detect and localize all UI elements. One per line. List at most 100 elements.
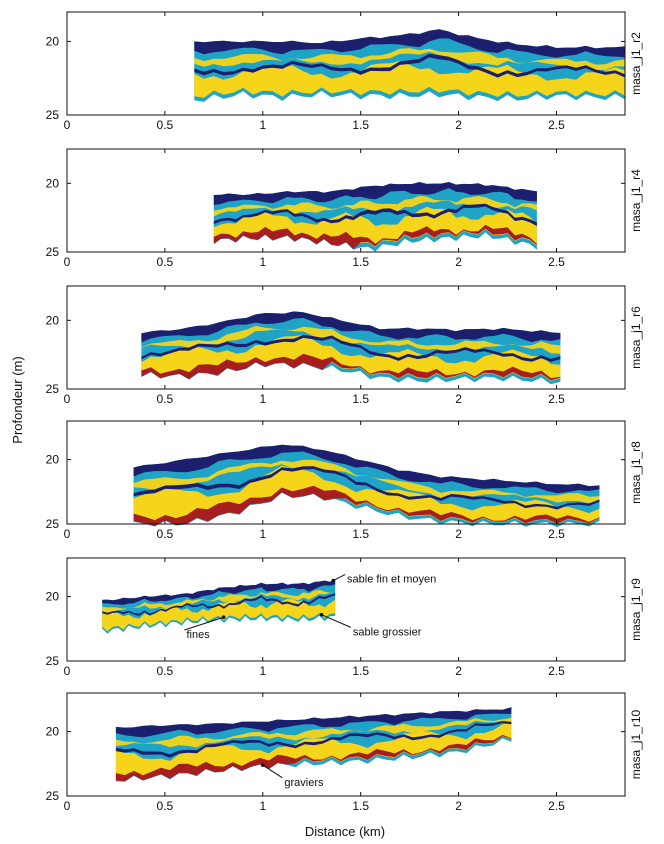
- y-tick-label: 20: [46, 453, 60, 467]
- panel-label: masa_j1_r10: [629, 709, 643, 779]
- x-tick-label: 0.5: [157, 255, 174, 269]
- x-tick-label: 0.5: [157, 799, 174, 813]
- annotation-label: sable fin et moyen: [347, 574, 436, 586]
- panel-masa_j1_r10: 0 0.5 1 1.5 2 2.5 20 25 masa_j1_r10 graviers: [46, 692, 643, 813]
- facies-graviers-band: [213, 224, 537, 250]
- x-tick-label: 2: [455, 527, 462, 541]
- x-tick-label: 0.5: [157, 392, 174, 406]
- facies-sable-grossier-band: [133, 465, 600, 525]
- y-tick-label: 20: [46, 313, 60, 327]
- axes-frame: [66, 557, 626, 662]
- x-tick-label: 2.5: [548, 799, 565, 813]
- annotation-arrowhead: [331, 578, 336, 583]
- x-tick-label: 2.5: [548, 527, 565, 541]
- y-tick-label: 25: [46, 108, 60, 122]
- facies-sable-grossier-lens: [133, 459, 600, 504]
- panel-label: masa_j1_r9: [629, 578, 643, 641]
- panel-masa_j1_r9: 0 0.5 1 1.5 2 2.5 20 25 masa_j1_r9 sable fin et m…: [46, 557, 643, 678]
- axes-frame: [66, 148, 626, 253]
- x-tick-label: 0.5: [157, 118, 174, 132]
- facies-fines-top-band: [194, 29, 626, 58]
- x-tick-label: 0: [64, 664, 71, 678]
- y-tick-label: 20: [46, 725, 60, 739]
- annotation-label: fines: [186, 629, 210, 641]
- y-tick-label: 20: [46, 590, 60, 604]
- y-tick-label: 25: [46, 789, 60, 803]
- x-tick-label: 1.5: [352, 255, 369, 269]
- annotation-arrowhead: [319, 612, 324, 617]
- facies-sable-grossier-band: [102, 598, 336, 632]
- panel-label: masa_j1_r8: [629, 441, 643, 504]
- y-tick-label: 20: [46, 176, 60, 190]
- axes-frame: [66, 420, 626, 525]
- axes-frame: [66, 285, 626, 390]
- x-tick-label: 1.5: [352, 527, 369, 541]
- panel-label: masa_j1_r6: [629, 306, 643, 369]
- axes-frame: [66, 692, 626, 797]
- axes-frame: [66, 11, 626, 116]
- annotation-arrow: [262, 764, 283, 779]
- facies-fines-seam: [102, 593, 336, 616]
- x-tick-label: 0: [64, 527, 71, 541]
- facies-fines-top-band: [115, 707, 512, 738]
- x-tick-label: 0.5: [157, 664, 174, 678]
- x-tick-label: 0: [64, 118, 71, 132]
- annotation-arrowhead: [260, 763, 265, 767]
- annotation-arrow: [321, 614, 352, 628]
- facies-sable-grossier-lens: [213, 195, 537, 217]
- x-tick-label: 2: [455, 118, 462, 132]
- facies-sable-grossier-lens: [102, 589, 336, 615]
- x-tick-label: 1.5: [352, 799, 369, 813]
- y-tick-label: 25: [46, 245, 60, 259]
- x-tick-label: 2.5: [548, 118, 565, 132]
- facies-fines-seam: [115, 721, 512, 758]
- facies-graviers-band: [141, 353, 561, 381]
- facies-fines-top-band: [102, 579, 336, 605]
- x-tick-label: 0: [64, 255, 71, 269]
- annotation-arrowhead: [221, 615, 226, 620]
- x-tick-label: 1: [259, 664, 266, 678]
- annotation-arrow: [333, 574, 346, 581]
- x-tick-label: 2: [455, 392, 462, 406]
- y-tick-label: 20: [46, 34, 60, 48]
- facies-graviers-band: [133, 485, 600, 526]
- facies-sable-grossier-lens: [141, 325, 561, 354]
- facies-fines-top-band: [141, 311, 561, 343]
- x-tick-label: 0: [64, 392, 71, 406]
- facies-sable-grossier-band: [194, 60, 626, 98]
- x-tick-label: 2.5: [548, 392, 565, 406]
- x-tick-label: 0.5: [157, 527, 174, 541]
- x-tick-label: 0: [64, 799, 71, 813]
- panel-label: masa_j1_r4: [629, 169, 643, 232]
- x-tick-label: 1: [259, 118, 266, 132]
- x-tick-label: 1.5: [352, 392, 369, 406]
- annotation-arrow: [184, 616, 224, 631]
- x-tick-label: 2: [455, 664, 462, 678]
- facies-sable-grossier-band: [141, 334, 561, 381]
- panel-masa_j1_r8: 0 0.5 1 1.5 2 2.5 20 25 masa_j1_r8: [46, 420, 643, 541]
- y-tick-label: 25: [46, 382, 60, 396]
- panel-masa_j1_r4: 0 0.5 1 1.5 2 2.5 20 25 masa_j1_r4: [46, 148, 643, 269]
- facies-sable-grossier-band: [115, 722, 512, 778]
- x-tick-label: 1: [259, 527, 266, 541]
- x-tick-label: 2: [455, 255, 462, 269]
- x-tick-label: 2.5: [548, 664, 565, 678]
- annotation-label: graviers: [284, 777, 324, 789]
- x-tick-label: 1.5: [352, 664, 369, 678]
- facies-sable-grossier-lens: [115, 717, 512, 748]
- x-tick-label: 2: [455, 799, 462, 813]
- annotation-label: sable grossier: [353, 626, 422, 638]
- x-tick-label: 1: [259, 799, 266, 813]
- x-tick-label: 1: [259, 392, 266, 406]
- panel-masa_j1_r6: 0 0.5 1 1.5 2 2.5 20 25 masa_j1_r6: [46, 285, 643, 406]
- x-tick-label: 2.5: [548, 255, 565, 269]
- facies-fines-seam: [194, 53, 626, 78]
- y-axis-label: Profondeur (m): [10, 356, 25, 443]
- panel-masa_j1_r2: 0 0.5 1 1.5 2 2.5 20 25 masa_j1_r2: [46, 11, 643, 132]
- facies-fines-top-band: [133, 444, 600, 494]
- y-tick-label: 25: [46, 517, 60, 531]
- facies-fines-top-band: [213, 182, 537, 205]
- y-tick-label: 25: [46, 654, 60, 668]
